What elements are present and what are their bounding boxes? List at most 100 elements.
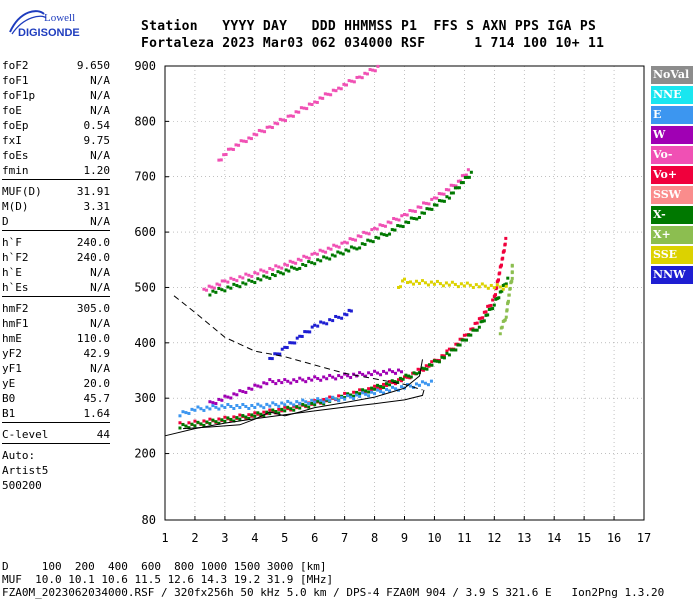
echo-point xyxy=(232,419,236,423)
echo-point xyxy=(379,384,383,388)
echo-point xyxy=(352,246,356,250)
echo-point xyxy=(334,244,338,248)
echo-point xyxy=(462,338,466,342)
echo-point xyxy=(407,374,411,378)
profile-lines xyxy=(164,295,425,437)
echo-point xyxy=(349,395,353,399)
legend-entry-x-: X- xyxy=(651,206,693,224)
polarization-legend: NoVal NNE E W Vo- Vo+ SSW X- X+ SSE NNW xyxy=(651,66,693,286)
echo-point xyxy=(345,313,349,317)
echo-point xyxy=(376,64,380,68)
echo-point xyxy=(403,277,406,281)
echo-point xyxy=(208,400,212,404)
param-row: foF1p N/A xyxy=(2,88,110,103)
x-tick-label: 11 xyxy=(457,531,471,545)
echo-point xyxy=(388,389,392,393)
echo-point xyxy=(505,308,509,312)
echo-point xyxy=(432,203,436,207)
echo-point xyxy=(325,397,329,401)
echo-point xyxy=(280,407,284,411)
echo-point xyxy=(310,103,314,107)
echo-point xyxy=(331,319,335,323)
param-value: 31.91 xyxy=(76,185,110,198)
echo-point xyxy=(491,298,495,302)
echo-point xyxy=(178,421,182,425)
y-tick-label: 700 xyxy=(134,170,156,184)
echo-point xyxy=(181,410,185,414)
echo-point xyxy=(265,125,269,129)
echo-point xyxy=(250,413,254,417)
echo-point xyxy=(229,276,233,280)
echo-point xyxy=(277,379,281,383)
echo-point xyxy=(504,236,508,240)
echo-point xyxy=(456,179,460,183)
echo-point xyxy=(226,280,230,284)
echo-point xyxy=(340,316,344,320)
echo-point xyxy=(211,289,215,293)
echo-point xyxy=(499,263,503,267)
echo-point xyxy=(307,256,311,260)
echo-point xyxy=(283,119,287,123)
echo-point xyxy=(249,137,253,141)
echo-point xyxy=(423,381,427,385)
echo-point xyxy=(427,364,431,368)
echo-point xyxy=(205,405,209,409)
param-name: B1 xyxy=(2,407,16,420)
echo-point xyxy=(351,237,355,241)
echo-point xyxy=(262,410,266,414)
echo-point xyxy=(316,399,320,403)
y-tick-label: 80 xyxy=(142,513,156,527)
echo-point xyxy=(316,397,320,401)
param-value: N/A xyxy=(90,317,110,330)
param-name: MUF(D) xyxy=(2,185,42,198)
param-name: foF1 xyxy=(2,74,29,87)
echo-point xyxy=(244,415,248,419)
echo-point xyxy=(400,385,404,389)
echo-point xyxy=(343,240,347,244)
echo-point xyxy=(405,213,409,217)
echo-point xyxy=(222,153,226,157)
echo-point xyxy=(302,106,306,110)
echo-point xyxy=(332,243,336,247)
echo-point xyxy=(184,411,188,415)
echo-point xyxy=(373,384,377,388)
param-value: N/A xyxy=(90,149,110,162)
echo-point xyxy=(440,199,444,203)
echo-point xyxy=(426,283,430,287)
x-tick-label: 3 xyxy=(221,531,228,545)
echo-point xyxy=(229,417,233,421)
echo-point xyxy=(298,376,302,380)
echo-point xyxy=(224,152,228,156)
echo-point xyxy=(358,392,362,396)
echo-point xyxy=(326,92,330,96)
echo-point xyxy=(316,258,320,262)
param-row: foF2 9.650 xyxy=(2,58,110,73)
echo-point xyxy=(268,408,272,412)
legend-entry-sse: SSE xyxy=(651,246,693,264)
echo-point xyxy=(339,87,343,91)
echo-point xyxy=(473,328,477,332)
echo-point xyxy=(310,401,314,405)
echo-point xyxy=(229,396,233,400)
echo-point xyxy=(235,393,239,397)
echo-point xyxy=(458,343,462,347)
echo-point xyxy=(465,338,469,342)
echo-point xyxy=(326,246,330,250)
param-name: D xyxy=(2,215,9,228)
echo-point xyxy=(361,372,365,376)
echo-point xyxy=(500,325,504,329)
echo-point xyxy=(178,426,182,430)
echo-point xyxy=(451,191,455,195)
echo-point xyxy=(503,242,507,246)
echo-point xyxy=(510,279,514,283)
echo-point xyxy=(214,402,218,406)
echo-point xyxy=(193,419,197,423)
echo-point xyxy=(290,265,294,269)
echo-point xyxy=(349,393,353,397)
echo-point xyxy=(352,372,356,376)
echo-point xyxy=(415,372,419,376)
echo-point xyxy=(420,279,424,283)
echo-point xyxy=(394,217,398,221)
echo-point xyxy=(503,318,507,322)
echo-point xyxy=(358,246,362,250)
